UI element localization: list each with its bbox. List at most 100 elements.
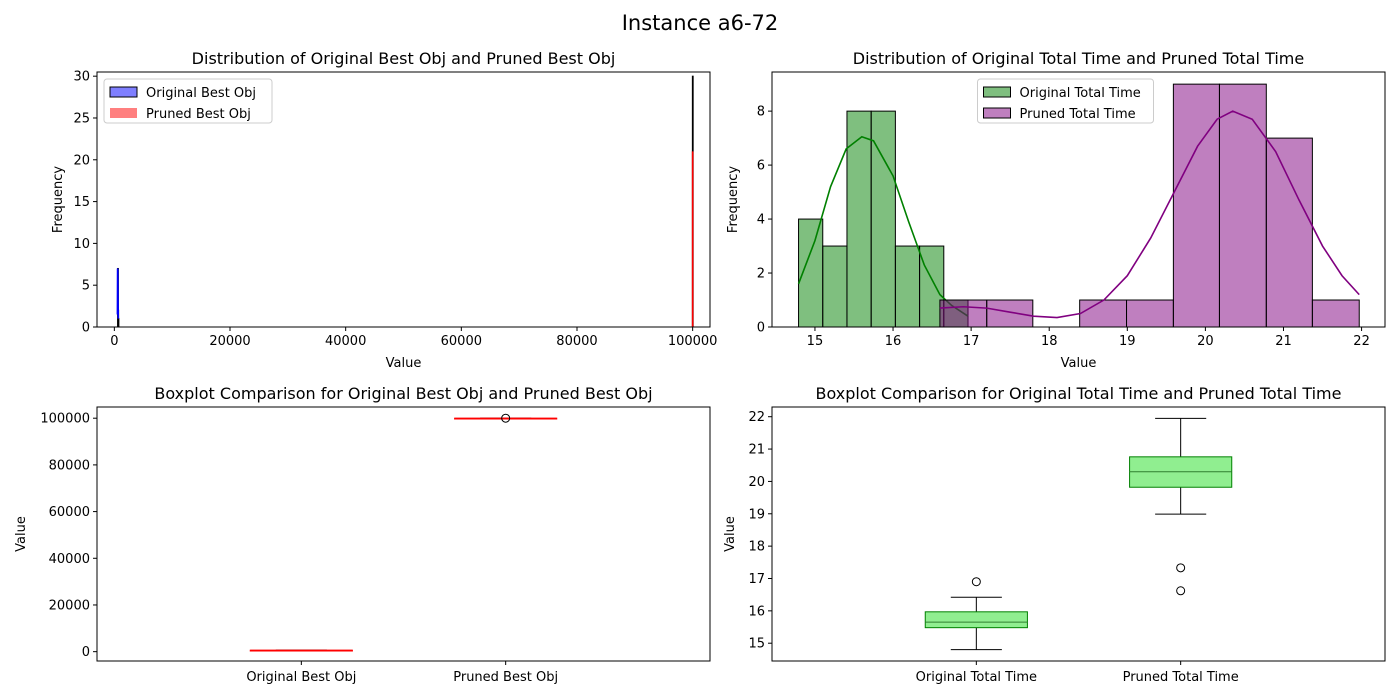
series-1 [116,267,120,327]
histogram-bar [1126,299,1174,327]
x-axis-label: Value [386,356,422,371]
y-axis-label: Value [723,516,738,552]
y-tick-label: 8 [757,105,765,120]
legend-frame [977,78,1154,124]
axes-title: Boxplot Comparison for Original Total Ti… [816,384,1342,403]
x-tick-label: 60000 [441,334,482,349]
series-2 [691,75,694,327]
y-tick-label: 60000 [49,505,90,520]
y-tick-label: 21 [748,443,765,458]
x-tick-label: 17 [963,334,980,349]
legend-frame [103,78,273,124]
box-2 [1129,417,1233,596]
legend-swatch [983,86,1011,98]
legend-label: Pruned Total Time [1020,107,1136,122]
outlier-point [1176,563,1186,573]
y-tick-label: 0 [82,321,90,336]
y-tick-label: 15 [748,637,765,652]
histogram-bar [1079,299,1128,327]
boxplot-best-obj: Boxplot Comparison for Original Best Obj… [14,384,711,685]
y-tick-label: 30 [73,70,90,85]
axes-title: Distribution of Original Total Time and … [853,49,1304,68]
y-tick-label: 6 [757,159,765,174]
x-tick-label: 80000 [556,334,597,349]
x-tick-label: 20000 [209,334,250,349]
plot-area [797,83,1360,327]
x-tick-label: Original Best Obj [246,670,356,685]
y-tick-label: 19 [748,507,765,522]
histogram-bar [986,299,1034,327]
x-tick-label: 100000 [668,334,718,349]
y-tick-label: 40000 [49,552,90,567]
legend-label: Original Total Time [1020,86,1141,101]
y-axis-label: Frequency [726,166,741,233]
histogram-total-time: Distribution of Original Total Time and … [726,49,1386,371]
x-tick-label: 15 [807,334,824,349]
y-tick-label: 0 [757,321,765,336]
legend: Original Best Obj Pruned Best Obj [103,78,273,124]
histogram-bar [1172,83,1220,327]
axes-frame [771,71,1386,328]
histogram-bar [822,245,848,327]
box-body [924,611,1028,629]
x-tick-label: 18 [1041,334,1058,349]
legend-label: Original Best Obj [146,86,256,101]
outlier-point [1176,586,1186,596]
legend-swatch [109,86,138,98]
histogram-bar [1311,299,1360,327]
histogram-best-obj: Distribution of Original Best Obj and Pr… [51,49,717,371]
x-tick-label: Pruned Total Time [1123,670,1239,685]
y-tick-label: 80000 [49,458,90,473]
histogram-bar [846,110,872,327]
y-tick-label: 25 [73,111,90,126]
outlier-point [501,413,511,423]
x-tick-label: 22 [1353,334,1370,349]
boxplot-total-time: Boxplot Comparison for Original Total Ti… [723,384,1386,685]
x-tick-label: 20 [1197,334,1214,349]
kde-line [797,135,969,317]
y-tick-label: 4 [757,213,765,228]
axes-title: Distribution of Original Best Obj and Pr… [192,49,616,68]
legend-label: Pruned Best Obj [146,107,251,122]
box-2 [454,413,558,423]
x-tick-label: Pruned Best Obj [453,670,558,685]
x-tick-label: 40000 [325,334,366,349]
box-1 [924,577,1028,651]
outlier-point [971,577,981,587]
axes-title: Boxplot Comparison for Original Best Obj… [154,384,652,403]
box-1 [249,649,353,652]
kde-line [116,268,120,319]
y-tick-label: 2 [757,267,765,282]
y-tick-label: 16 [748,604,765,619]
legend-swatch [983,107,1011,119]
y-tick-label: 17 [748,572,765,587]
legend-swatch [110,108,137,118]
histogram-bar [939,299,988,327]
y-tick-label: 18 [748,540,765,555]
y-axis-label: Frequency [51,166,66,233]
x-tick-label: Original Total Time [916,670,1037,685]
axes-frame [771,406,1386,662]
y-tick-label: 0 [82,645,90,660]
x-tick-label: 0 [110,334,118,349]
y-tick-label: 100000 [40,412,90,427]
histogram-bar [870,110,896,327]
x-axis-label: Value [1061,356,1097,371]
figure-suptitle: Instance a6-72 [622,11,779,35]
y-tick-label: 20 [748,475,765,490]
x-tick-label: 21 [1275,334,1292,349]
axes-frame [96,406,711,662]
y-tick-label: 10 [73,237,90,252]
plot-area [116,75,694,327]
y-axis-label: Value [14,516,29,552]
histogram-bar [894,245,921,327]
x-tick-label: 19 [1119,334,1136,349]
axes-frame [96,71,711,328]
x-tick-label: 16 [885,334,902,349]
y-tick-label: 22 [748,410,765,425]
legend: Original Total Time Pruned Total Time [977,78,1154,124]
y-tick-label: 15 [73,195,90,210]
y-tick-label: 20 [73,153,90,168]
y-tick-label: 5 [82,279,90,294]
